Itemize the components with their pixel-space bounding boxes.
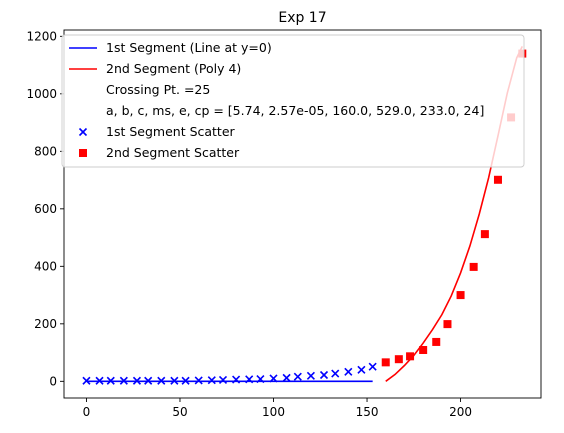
legend-handle-1st-segment-scatter-x-marker — [78, 127, 88, 137]
scatter-point-x — [119, 376, 128, 385]
scatter-point-x — [357, 365, 366, 374]
scatter-point-x — [157, 376, 166, 385]
scatter-point-x — [106, 376, 115, 385]
scatter-point-square — [443, 320, 452, 329]
scatter-point-square — [432, 337, 441, 346]
scatter-point-x — [194, 376, 203, 385]
legend-label-1st-segment-line: 1st Segment (Line at y=0) — [106, 40, 272, 55]
scatter-point-x — [207, 376, 216, 385]
scatter-point-x — [132, 376, 142, 385]
legend-label-2nd-segment-scatter: 2nd Segment Scatter — [106, 145, 240, 160]
scatter-point-square — [480, 230, 489, 239]
x-tick-label: 50 — [172, 405, 187, 419]
legend-box — [61, 34, 525, 168]
scatter-point-x — [181, 376, 190, 385]
legend-label-1st-segment-scatter: 1st Segment Scatter — [106, 124, 236, 139]
chart-title: Exp 17 — [278, 10, 326, 26]
y-tick-label: 800 — [34, 144, 57, 158]
scatter-point-square — [381, 358, 390, 367]
y-tick-label: 400 — [34, 259, 57, 273]
legend-label-parameters: a, b, c, ms, e, cp = [5.74, 2.57e-05, 16… — [106, 103, 484, 118]
scatter-point-x — [331, 369, 340, 378]
legend-handle-2nd-segment-scatter-square-marker — [79, 149, 87, 157]
legend: 1st Segment (Line at y=0) 2nd Segment (P… — [61, 34, 525, 168]
scatter-point-x — [282, 373, 291, 382]
scatter-point-x — [344, 367, 353, 376]
y-tick-label: 1200 — [26, 29, 57, 43]
y-tick-label: 1000 — [26, 87, 57, 101]
x-tick-label: 200 — [449, 405, 472, 419]
scatter-point-square — [406, 352, 415, 361]
y-tick-label: 200 — [34, 317, 57, 331]
plot-series — [82, 46, 527, 385]
scatter-point-x — [245, 375, 254, 384]
scatter-point-square — [469, 262, 478, 271]
scatter-point-x — [218, 375, 228, 384]
scatter-point-x — [170, 376, 179, 385]
scatter-point-square — [394, 355, 403, 364]
x-tick-label: 100 — [262, 405, 285, 419]
y-tick-label: 0 — [49, 374, 57, 388]
y-tick-label: 600 — [34, 202, 57, 216]
scatter-point-x — [82, 376, 91, 385]
scatter-point-x — [256, 374, 265, 384]
scatter-point-x — [144, 376, 153, 385]
scatter-point-x — [232, 375, 241, 384]
legend-label-2nd-segment-poly: 2nd Segment (Poly 4) — [106, 61, 241, 76]
x-tick-label: 150 — [356, 405, 379, 419]
scatter-point-x — [269, 374, 278, 383]
plot-frame — [63, 29, 542, 399]
scatter-point-x — [319, 370, 329, 380]
scatter-point-square — [493, 175, 502, 184]
scatter-point-x — [95, 376, 104, 385]
x-tick-label: 0 — [83, 405, 91, 419]
scatter-point-square — [419, 345, 428, 354]
scatter-point-x — [293, 372, 302, 381]
legend-label-crossing-point: Crossing Pt. =25 — [106, 82, 210, 97]
axis-ticks: 0 50 100 150 200 0 200 400 600 800 1000 1200 — [26, 29, 472, 419]
scatter-point-square — [456, 291, 465, 300]
scatter-point-x — [368, 362, 377, 371]
scatter-point-x — [306, 371, 315, 380]
